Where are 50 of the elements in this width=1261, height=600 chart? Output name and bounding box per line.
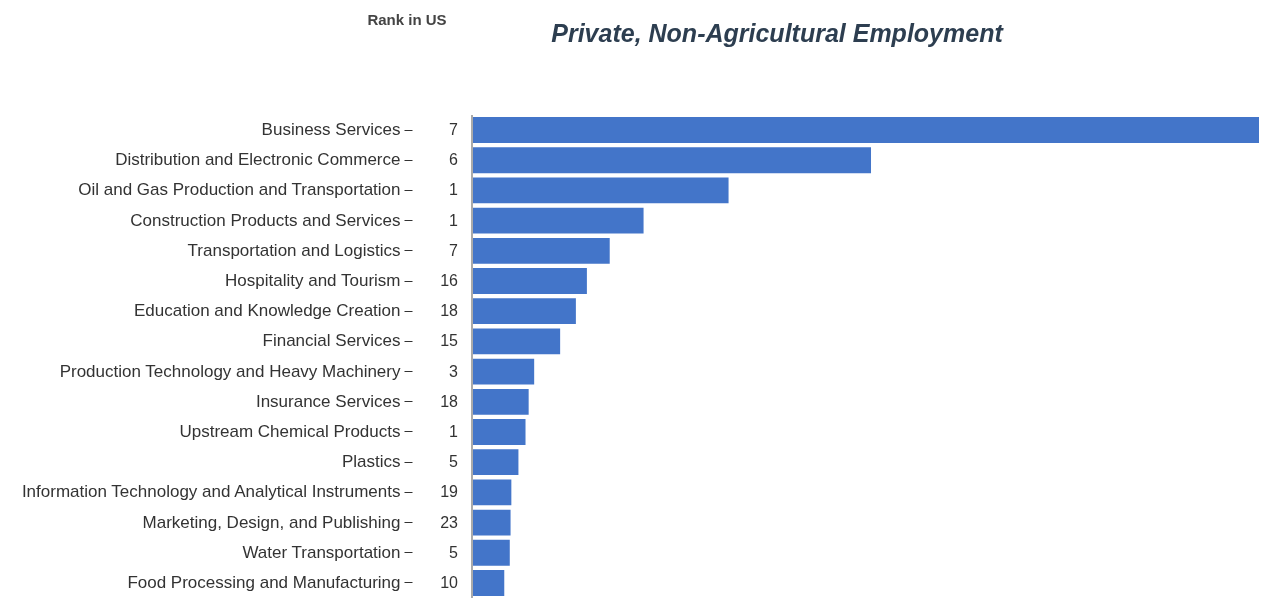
bar [472, 117, 1259, 143]
text: 15 [440, 332, 459, 350]
text: 5 [449, 453, 459, 471]
y-tick-label: Transportation and Logistics [187, 240, 401, 260]
y-tick-label: Upstream Chemical Products [179, 421, 401, 441]
bar [472, 419, 526, 445]
bar [472, 177, 729, 204]
y-tick-label: Hospitality and Tourism [225, 271, 401, 291]
y-tick-label: Insurance Services [255, 391, 401, 411]
bar [472, 237, 610, 264]
y-tick-label: Marketing, Design, and Publishing [142, 512, 401, 532]
y-tick-label: Water Transportation [242, 542, 401, 562]
bar [472, 358, 535, 385]
text: Rank in US [367, 11, 447, 28]
y-tick-label: Distribution and Electronic Commerce [115, 150, 401, 170]
bar [472, 328, 561, 355]
text: 16 [440, 272, 459, 290]
y-tick-label: Business Services [261, 120, 401, 140]
text: 18 [440, 392, 459, 410]
text: 19 [440, 483, 459, 501]
y-tick-label: Food Processing and Manufacturing [127, 572, 401, 592]
bar [472, 388, 529, 415]
y-tick-label: Production Technology and Heavy Machinery [59, 361, 401, 381]
text: 6 [449, 151, 459, 169]
y-tick-label: Information Technology and Analytical Instruments [21, 482, 401, 502]
bar [472, 539, 510, 566]
text: 10 [440, 573, 459, 591]
text: 7 [449, 241, 459, 259]
bar [472, 570, 505, 596]
text: 7 [449, 121, 459, 139]
bar [472, 147, 872, 174]
text: 5 [449, 543, 459, 561]
text: 1 [449, 211, 459, 229]
y-tick-label: Oil and Gas Production and Transportation [78, 180, 401, 200]
bar [472, 449, 519, 476]
text: 3 [449, 362, 459, 380]
bar [472, 207, 644, 234]
y-tick-label: Education and Knowledge Creation [133, 301, 401, 321]
text: 18 [440, 302, 459, 320]
bar [472, 298, 576, 325]
bar [472, 479, 512, 506]
y-tick-label: Financial Services [262, 331, 401, 351]
y-tick-label: Construction Products and Services [130, 210, 401, 230]
y-tick-label: Plastics [341, 452, 401, 472]
text: 1 [449, 181, 459, 199]
chart-title: Private, Non-Agricultural Employment [551, 19, 1005, 47]
text: 1 [449, 422, 459, 440]
bar [472, 509, 511, 536]
text: 23 [440, 513, 459, 531]
bar [472, 268, 587, 294]
